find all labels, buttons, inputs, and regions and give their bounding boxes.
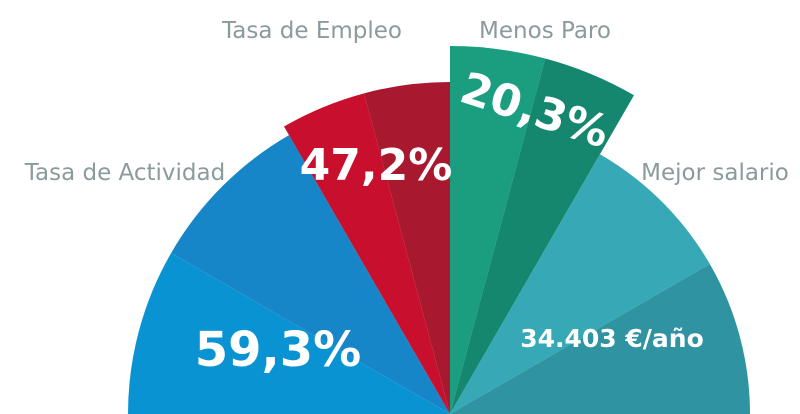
pie-sector: [364, 82, 450, 414]
segment-label: Tasa de Actividad: [24, 160, 225, 186]
segment-label: Menos Paro: [479, 18, 611, 44]
pie-sector: [450, 46, 546, 414]
half-pie: [128, 46, 750, 414]
segment-value: 47,2%: [300, 140, 453, 191]
segment-value: 34.403 €/año: [520, 324, 704, 353]
segment-label: Mejor salario: [641, 160, 789, 186]
pie-sector: [284, 93, 450, 414]
pie-sector: [171, 135, 450, 414]
pie-sector: [128, 253, 450, 414]
pie-sector: [450, 264, 750, 414]
pie-sector: [450, 154, 710, 414]
pie-sector: [450, 58, 634, 414]
segment-value: 59,3%: [195, 322, 362, 378]
segment-label: Tasa de Empleo: [221, 18, 402, 44]
